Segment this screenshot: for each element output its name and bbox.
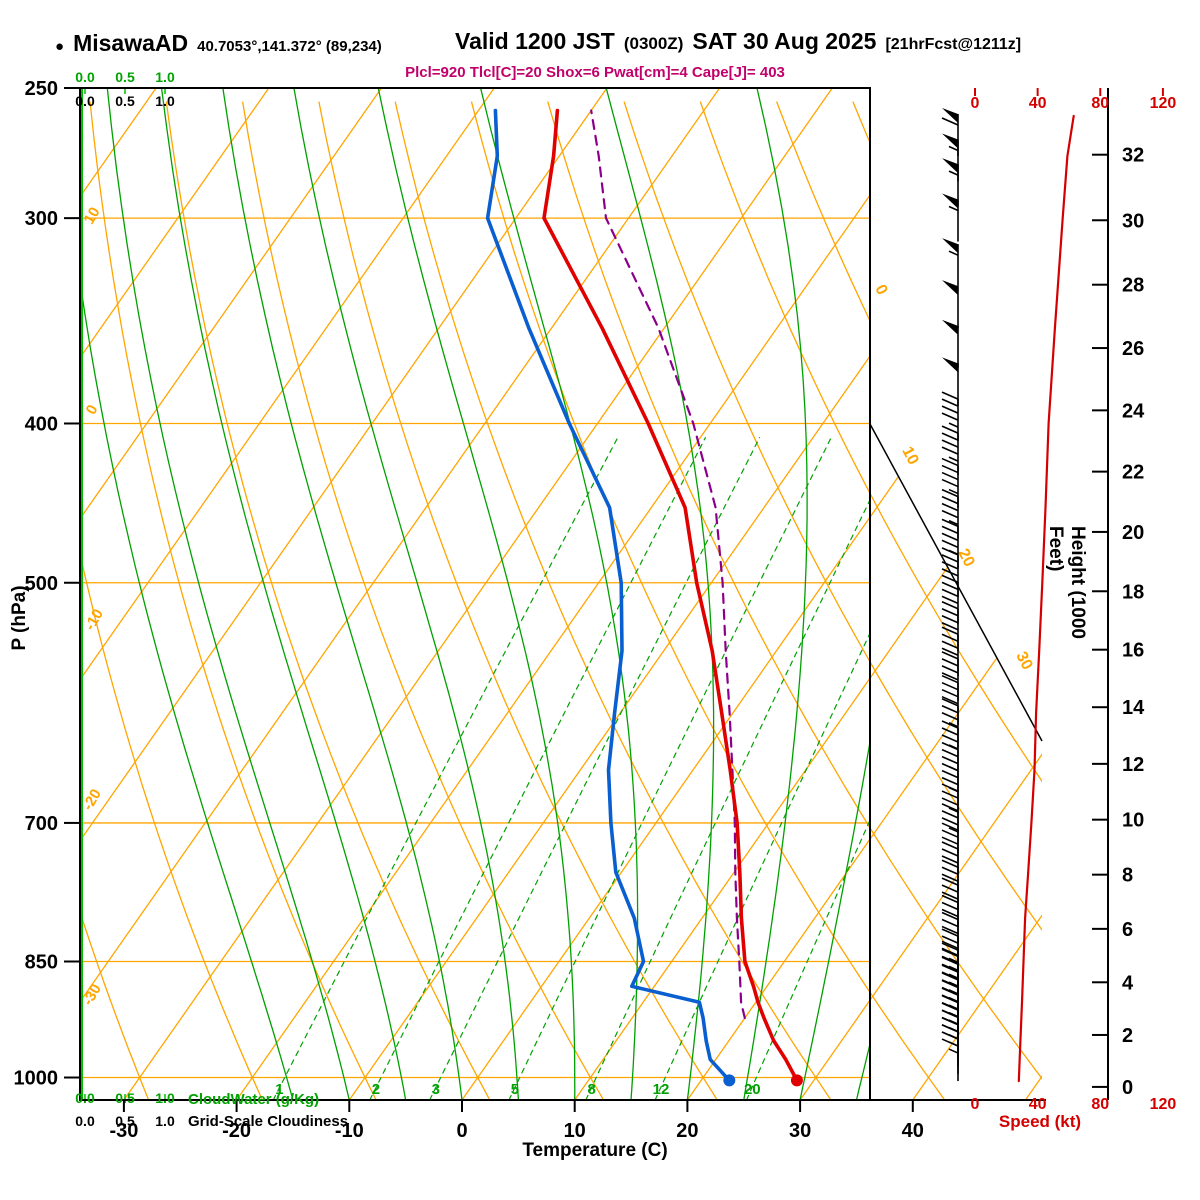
svg-text:0.0: 0.0 bbox=[75, 69, 95, 85]
station-marker-icon: ● bbox=[55, 38, 65, 55]
station-coords: 40.7053°,141.372° (89,234) bbox=[197, 38, 382, 55]
axis-ticks-and-labels: 0.00.00.00.00.50.50.50.51.01.01.01.02503… bbox=[14, 69, 1177, 1142]
svg-text:20: 20 bbox=[744, 1081, 761, 1098]
svg-text:-30: -30 bbox=[109, 1120, 138, 1142]
cloudwater-profile bbox=[80, 88, 166, 1100]
wind-barb-column bbox=[941, 108, 959, 1082]
svg-text:0: 0 bbox=[1122, 1077, 1133, 1099]
svg-text:26: 26 bbox=[1122, 338, 1144, 360]
temperature-axis-title: Temperature (C) bbox=[522, 1140, 668, 1161]
wind-speed-profile bbox=[1017, 114, 1075, 1083]
svg-text:18: 18 bbox=[1122, 581, 1144, 603]
svg-text:14: 14 bbox=[1122, 697, 1145, 719]
plot-frame bbox=[79, 87, 1046, 1101]
forecast-reference: [21hrFcst@1211z] bbox=[885, 36, 1022, 53]
height-axis-title: Height (1000 Feet) bbox=[1045, 526, 1088, 639]
svg-text:80: 80 bbox=[1091, 95, 1109, 112]
pressure-axis-title: P (hPa) bbox=[9, 585, 30, 651]
speed-axis-title: Speed (kt) bbox=[998, 1112, 1082, 1131]
svg-text:5: 5 bbox=[511, 1081, 519, 1098]
valid-time-header: Valid 1200 JST (0300Z) SAT 30 Aug 2025 [… bbox=[455, 28, 1021, 55]
temperature-profile bbox=[542, 108, 803, 1087]
dewpoint-profile bbox=[485, 108, 736, 1087]
svg-text:32: 32 bbox=[1122, 145, 1144, 167]
svg-text:10: 10 bbox=[1122, 810, 1144, 832]
svg-text:8: 8 bbox=[1122, 865, 1133, 887]
svg-text:700: 700 bbox=[25, 813, 58, 835]
svg-text:2: 2 bbox=[372, 1081, 380, 1098]
svg-text:0.5: 0.5 bbox=[115, 1113, 135, 1129]
svg-text:0.5: 0.5 bbox=[115, 93, 135, 109]
svg-text:22: 22 bbox=[1122, 462, 1144, 484]
svg-text:0.5: 0.5 bbox=[115, 1090, 135, 1106]
cloudwater-axis-title: CloudWater (g/Kg) bbox=[188, 1091, 320, 1108]
svg-text:120: 120 bbox=[1150, 1096, 1177, 1113]
station-name: MisawaAD bbox=[73, 30, 189, 56]
svg-text:3: 3 bbox=[432, 1081, 440, 1098]
svg-text:6: 6 bbox=[1122, 919, 1133, 941]
svg-text:20: 20 bbox=[676, 1120, 698, 1142]
svg-text:500: 500 bbox=[25, 573, 58, 595]
svg-text:8: 8 bbox=[588, 1081, 596, 1098]
svg-text:0: 0 bbox=[971, 95, 980, 112]
svg-text:0: 0 bbox=[871, 282, 890, 298]
svg-text:20: 20 bbox=[954, 546, 977, 570]
svg-text:0.5: 0.5 bbox=[115, 69, 135, 85]
svg-text:0: 0 bbox=[971, 1096, 980, 1113]
svg-text:0: 0 bbox=[83, 402, 102, 418]
pressure-gridlines bbox=[80, 217, 870, 1079]
moist-adiabats bbox=[80, 88, 870, 1100]
svg-text:1.0: 1.0 bbox=[155, 1113, 175, 1129]
svg-text:16: 16 bbox=[1122, 640, 1144, 662]
svg-text:850: 850 bbox=[25, 952, 58, 974]
svg-text:40: 40 bbox=[1029, 1096, 1047, 1113]
valid-date: SAT 30 Aug 2025 bbox=[692, 28, 877, 54]
svg-text:40: 40 bbox=[1029, 95, 1047, 112]
svg-text:-10: -10 bbox=[81, 606, 107, 633]
svg-text:-20: -20 bbox=[79, 786, 105, 813]
svg-text:30: 30 bbox=[1122, 210, 1144, 232]
svg-text:0.0: 0.0 bbox=[75, 93, 95, 109]
svg-text:0.0: 0.0 bbox=[75, 1090, 95, 1106]
svg-text:1000: 1000 bbox=[14, 1068, 59, 1090]
svg-text:1.0: 1.0 bbox=[155, 69, 175, 85]
svg-text:1.0: 1.0 bbox=[155, 93, 175, 109]
svg-text:0: 0 bbox=[456, 1120, 467, 1142]
svg-text:400: 400 bbox=[25, 413, 58, 435]
svg-text:1: 1 bbox=[275, 1081, 283, 1098]
svg-text:-10: -10 bbox=[335, 1120, 364, 1142]
svg-text:28: 28 bbox=[1122, 275, 1144, 297]
svg-text:120: 120 bbox=[1150, 95, 1177, 112]
svg-text:250: 250 bbox=[25, 78, 58, 100]
svg-text:12: 12 bbox=[1122, 754, 1144, 776]
svg-text:300: 300 bbox=[25, 208, 58, 230]
svg-text:0.0: 0.0 bbox=[75, 1113, 95, 1129]
svg-text:2: 2 bbox=[1122, 1025, 1133, 1047]
valid-time: Valid 1200 JST bbox=[455, 28, 615, 54]
svg-text:10: 10 bbox=[81, 204, 104, 227]
valid-time-zulu: (0300Z) bbox=[623, 34, 684, 53]
svg-text:80: 80 bbox=[1091, 1096, 1109, 1113]
parcel-trajectory bbox=[590, 109, 746, 1020]
svg-text:-20: -20 bbox=[222, 1120, 251, 1142]
svg-text:10: 10 bbox=[898, 444, 921, 468]
svg-text:24: 24 bbox=[1122, 400, 1145, 422]
isotherm-gridlines bbox=[80, 88, 1042, 1100]
cloudiness-axis-title: Grid-Scale Cloudiness bbox=[188, 1113, 349, 1130]
svg-text:-30: -30 bbox=[79, 981, 105, 1008]
svg-text:12: 12 bbox=[653, 1081, 670, 1098]
stability-parameters-line: Plcl=920 Tlcl[C]=20 Shox=6 Pwat[cm]=4 Ca… bbox=[405, 64, 785, 81]
station-header: ● MisawaAD 40.7053°,141.372° (89,234) bbox=[55, 30, 382, 57]
svg-text:20: 20 bbox=[1122, 522, 1144, 544]
dry-adiabats bbox=[80, 101, 1042, 1100]
svg-text:30: 30 bbox=[1012, 649, 1035, 673]
svg-text:10: 10 bbox=[564, 1120, 586, 1142]
svg-text:4: 4 bbox=[1122, 972, 1134, 994]
svg-text:40: 40 bbox=[902, 1120, 924, 1142]
mixing-ratio-lines bbox=[272, 437, 870, 1100]
svg-text:1.0: 1.0 bbox=[155, 1090, 175, 1106]
svg-text:30: 30 bbox=[789, 1120, 811, 1142]
